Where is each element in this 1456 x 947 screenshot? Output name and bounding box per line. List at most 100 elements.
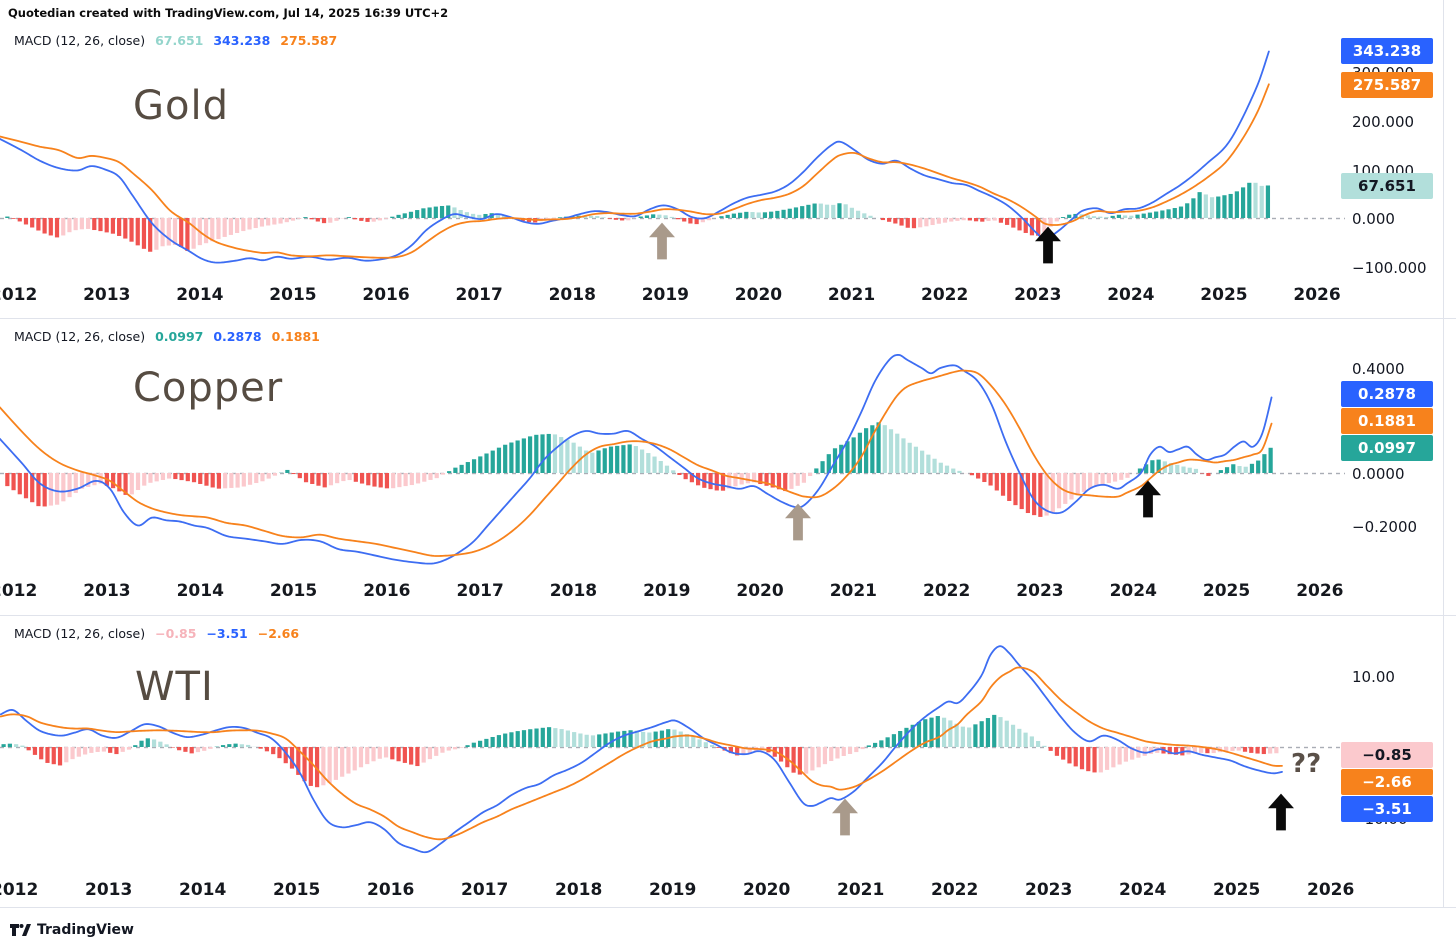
x-axis-year-label: 2019 (641, 285, 690, 305)
x-axis-year-label: 2020 (736, 581, 784, 601)
signal-value-badge: 0.1881 (1341, 408, 1433, 434)
up-arrow-annotation-black (1035, 226, 1061, 264)
up-arrow-annotation-black (1135, 480, 1161, 518)
macd-value-badge: 0.2878 (1341, 381, 1433, 407)
x-axis-year-label: 2026 (1307, 880, 1355, 900)
x-axis-year-label: 2018 (548, 285, 596, 305)
time-axis[interactable]: 2012 2013 2014 2015 2016 2017 2018 2019 2020 2021… (0, 285, 1345, 309)
macd-value: 343.238 (213, 33, 271, 48)
x-axis-year-label: 2016 (367, 880, 415, 900)
hist-value-badge: −0.85 (1341, 742, 1433, 768)
y-tick: 0.0000 (1352, 465, 1405, 483)
up-arrow-annotation-tan (832, 798, 858, 836)
price-scale[interactable]: 10.00 −10.00 −0.85 −2.66 −3.51 (1341, 616, 1443, 907)
gold-macd-plot[interactable] (0, 25, 1345, 280)
copper-macd-plot[interactable] (0, 319, 1345, 577)
time-axis[interactable]: 2012 2013 2014 2015 2016 2017 2018 2019 2020 2021… (0, 880, 1354, 904)
x-axis-year-label: 2018 (549, 581, 598, 601)
y-tick: 200.000 (1352, 113, 1415, 131)
x-axis-year-label: 2017 (455, 285, 503, 305)
signal-value: 275.587 (280, 33, 338, 48)
x-axis-year-label: 2022 (931, 880, 979, 900)
x-axis-year-label: 2025 (1202, 581, 1251, 601)
x-axis-year-label: 2023 (1025, 880, 1073, 900)
panel-title: WTI (135, 664, 214, 710)
x-axis-year-label: 2024 (1109, 581, 1157, 601)
y-tick: 0.4000 (1352, 360, 1405, 378)
up-arrow-annotation-tan (785, 503, 811, 541)
panel-copper: MACD (12, 26, close) 0.0997 0.2878 0.1881 C… (0, 319, 1456, 616)
x-axis-year-label: 2024 (1107, 285, 1155, 305)
up-arrow-annotation-black (1268, 793, 1294, 831)
x-axis-year-label: 2016 (362, 285, 410, 305)
macd-value: 0.2878 (213, 329, 262, 344)
panel-gold: MACD (12, 26, close) 67.651 343.238 275.587… (0, 25, 1456, 319)
indicator-title: MACD (12, 26, close) (14, 33, 146, 48)
x-axis-year-label: 2021 (827, 285, 876, 305)
x-axis-year-label: 2022 (921, 285, 969, 305)
x-axis-year-label: 2018 (555, 880, 603, 900)
x-axis-year-label: 2019 (649, 880, 697, 900)
x-axis-year-label: 2015 (269, 581, 318, 601)
x-axis-year-label: 2026 (1293, 285, 1341, 305)
hist-value-badge: 67.651 (1341, 173, 1433, 199)
x-axis-year-label: 2024 (1119, 880, 1167, 900)
price-scale[interactable]: 0.4000 0.0000 −0.2000 0.2878 0.1881 0.09… (1341, 319, 1443, 615)
x-axis-year-label: 2026 (1296, 581, 1344, 601)
x-axis-year-label: 2013 (83, 285, 131, 305)
signal-value-badge: −2.66 (1341, 769, 1433, 795)
x-axis-year-label: 2023 (1016, 581, 1064, 601)
x-axis-year-label: 2021 (829, 581, 878, 601)
x-axis-year-label: 2012 (0, 880, 39, 900)
x-axis-year-label: 2020 (743, 880, 791, 900)
y-tick: 10.00 (1352, 668, 1395, 686)
x-axis-year-label: 2013 (83, 581, 131, 601)
hist-value: 67.651 (155, 33, 204, 48)
price-scale[interactable]: 300.000 200.000 100.000 0.000 −100.000 3… (1341, 25, 1443, 318)
question-marks-annotation: ?? (1291, 749, 1322, 779)
x-axis-year-label: 2014 (176, 285, 224, 305)
macd-value-badge: −3.51 (1341, 796, 1433, 822)
x-axis-year-label: 2025 (1200, 285, 1248, 305)
indicator-title: MACD (12, 26, close) (14, 329, 146, 344)
hist-value-badge: 0.0997 (1341, 435, 1433, 461)
y-tick: −100.000 (1352, 259, 1427, 277)
signal-value: −2.66 (257, 626, 300, 641)
tradingview-logo-icon (10, 924, 31, 936)
x-axis-year-label: 2023 (1014, 285, 1062, 305)
hist-value: −0.85 (155, 626, 197, 641)
panel-wti: MACD (12, 26, close) −0.85 −3.51 −2.66 WTI … (0, 616, 1456, 908)
x-axis-year-label: 2012 (0, 285, 38, 305)
panel-title: Copper (133, 365, 284, 411)
hist-value: 0.0997 (155, 329, 204, 344)
x-axis-year-label: 2020 (734, 285, 783, 305)
indicator-legend[interactable]: MACD (12, 26, close) 0.0997 0.2878 0.1881 (14, 329, 320, 344)
x-axis-year-label: 2015 (273, 880, 321, 900)
x-axis-year-label: 2014 (176, 581, 224, 601)
up-arrow-annotation-tan (649, 222, 675, 260)
price-scale-right-border (1443, 0, 1444, 908)
indicator-title: MACD (12, 26, close) (14, 626, 146, 641)
wti-macd-plot[interactable] (0, 616, 1345, 874)
indicator-legend[interactable]: MACD (12, 26, close) −0.85 −3.51 −2.66 (14, 626, 299, 641)
x-axis-year-label: 2019 (643, 581, 691, 601)
x-axis-year-label: 2025 (1213, 880, 1261, 900)
x-axis-year-label: 2021 (837, 880, 885, 900)
macd-value: −3.51 (206, 626, 248, 641)
x-axis-year-label: 2016 (363, 581, 411, 601)
y-tick: 0.000 (1352, 210, 1395, 228)
tradingview-label: TradingView (37, 922, 134, 938)
x-axis-year-label: 2017 (456, 581, 504, 601)
signal-value-badge: 275.587 (1341, 72, 1433, 98)
chart-header-note: Quotedian created with TradingView.com, … (8, 6, 449, 20)
x-axis-year-label: 2022 (923, 581, 971, 601)
time-axis[interactable]: 2012 2013 2014 2015 2016 2017 2018 2019 2020 2021… (0, 581, 1345, 605)
x-axis-year-label: 2012 (0, 581, 38, 601)
macd-value-badge: 343.238 (1341, 38, 1433, 64)
tradingview-watermark[interactable]: TradingView (10, 922, 134, 938)
x-axis-year-label: 2015 (269, 285, 317, 305)
x-axis-year-label: 2017 (461, 880, 509, 900)
signal-value: 0.1881 (271, 329, 320, 344)
indicator-legend[interactable]: MACD (12, 26, close) 67.651 343.238 275.587 (14, 33, 337, 48)
panel-title: Gold (133, 83, 229, 129)
